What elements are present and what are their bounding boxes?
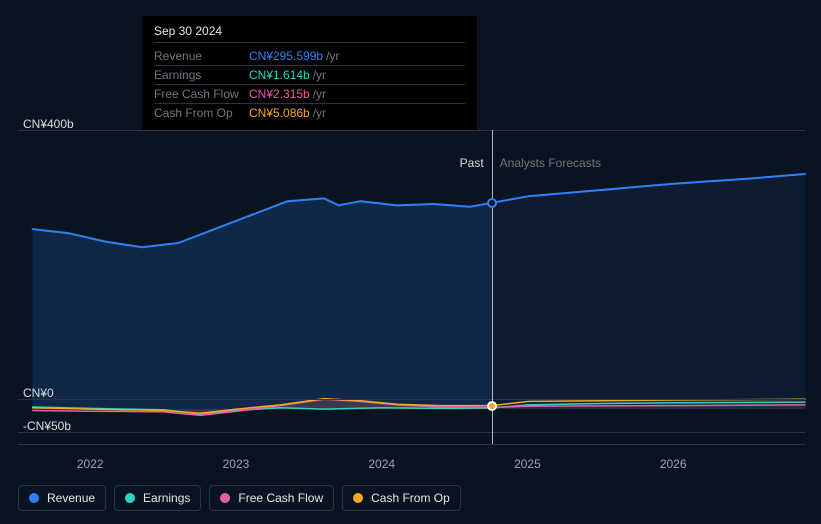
tooltip-row-label: Earnings bbox=[154, 68, 249, 82]
legend-item-label: Revenue bbox=[47, 491, 95, 505]
forecast-region-label: Analysts Forecasts bbox=[500, 156, 601, 170]
past-forecast-divider bbox=[492, 130, 493, 444]
y-axis-label: -CN¥50b bbox=[23, 419, 71, 433]
tooltip-row-label: Free Cash Flow bbox=[154, 87, 249, 101]
legend-item-label: Cash From Op bbox=[371, 491, 450, 505]
tooltip-row-value: CN¥5.086b bbox=[249, 106, 310, 120]
legend-item-revenue[interactable]: Revenue bbox=[18, 485, 106, 511]
legend-swatch-icon bbox=[353, 493, 363, 503]
legend-swatch-icon bbox=[220, 493, 230, 503]
tooltip-row: Cash From OpCN¥5.086b/yr bbox=[154, 104, 465, 122]
revenue-marker bbox=[487, 198, 497, 208]
legend-item-cfo[interactable]: Cash From Op bbox=[342, 485, 461, 511]
y-axis-label: CN¥0 bbox=[23, 386, 54, 400]
legend-item-label: Earnings bbox=[143, 491, 190, 505]
tooltip-row-suffix: /yr bbox=[313, 68, 326, 82]
tooltip-row-value: CN¥2.315b bbox=[249, 87, 310, 101]
legend-swatch-icon bbox=[125, 493, 135, 503]
chart-legend: Revenue Earnings Free Cash Flow Cash From O… bbox=[18, 485, 461, 511]
y-axis-label: CN¥400b bbox=[23, 117, 74, 131]
x-axis-label: 2023 bbox=[223, 457, 250, 471]
tooltip-row-suffix: /yr bbox=[313, 106, 326, 120]
cfo-marker bbox=[487, 401, 497, 411]
x-axis-label: 2026 bbox=[660, 457, 687, 471]
x-axis-label: 2022 bbox=[77, 457, 104, 471]
x-axis-label: 2025 bbox=[514, 457, 541, 471]
tooltip-row-suffix: /yr bbox=[313, 87, 326, 101]
past-region-label: Past bbox=[460, 156, 484, 170]
gridline bbox=[18, 399, 805, 400]
tooltip-row-value: CN¥295.599b bbox=[249, 49, 323, 63]
tooltip-row: EarningsCN¥1.614b/yr bbox=[154, 66, 465, 85]
financials-chart: CN¥400bCN¥0-CN¥50b 20222023202420252026 … bbox=[0, 0, 821, 524]
legend-item-fcf[interactable]: Free Cash Flow bbox=[209, 485, 334, 511]
x-axis-label: 2024 bbox=[368, 457, 395, 471]
gridline bbox=[18, 130, 805, 131]
tooltip-row-value: CN¥1.614b bbox=[249, 68, 310, 82]
x-axis-line bbox=[18, 444, 805, 445]
tooltip-row-label: Cash From Op bbox=[154, 106, 249, 120]
gridline bbox=[18, 432, 805, 433]
revenue-area-past bbox=[33, 198, 492, 409]
chart-tooltip: Sep 30 2024 RevenueCN¥295.599b/yrEarning… bbox=[142, 16, 477, 130]
tooltip-row: RevenueCN¥295.599b/yr bbox=[154, 47, 465, 66]
legend-item-label: Free Cash Flow bbox=[238, 491, 323, 505]
tooltip-row-suffix: /yr bbox=[326, 49, 339, 63]
tooltip-date: Sep 30 2024 bbox=[154, 24, 465, 43]
tooltip-row: Free Cash FlowCN¥2.315b/yr bbox=[154, 85, 465, 104]
tooltip-row-label: Revenue bbox=[154, 49, 249, 63]
legend-swatch-icon bbox=[29, 493, 39, 503]
revenue-area-forecast bbox=[492, 174, 805, 409]
legend-item-earnings[interactable]: Earnings bbox=[114, 485, 201, 511]
